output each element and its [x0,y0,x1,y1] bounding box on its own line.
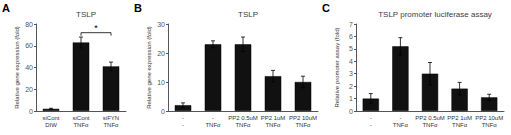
svg-text:TSLP: TSLP [238,10,258,19]
svg-text:PP2 1uM: PP2 1uM [261,115,286,121]
svg-text:TNFα: TNFα [205,122,221,128]
svg-text:7: 7 [349,21,353,28]
svg-text:-: - [399,115,401,121]
svg-text:-: - [212,115,214,121]
svg-text:10: 10 [157,79,165,86]
svg-text:TNFα: TNFα [73,122,89,128]
svg-text:20: 20 [25,86,33,93]
svg-text:5: 5 [349,45,353,52]
svg-text:20: 20 [157,50,165,57]
svg-text:30: 30 [157,21,165,28]
svg-text:-: - [370,122,372,128]
svg-text:*: * [94,23,98,33]
svg-text:4: 4 [349,58,353,65]
svg-text:-: - [370,115,372,121]
svg-text:0: 0 [161,108,165,115]
svg-text:PP2 0.5uM: PP2 0.5uM [415,115,445,121]
svg-text:40: 40 [25,64,33,71]
svg-text:80: 80 [25,21,33,28]
svg-text:1: 1 [349,95,353,102]
svg-text:6: 6 [349,33,353,40]
svg-text:PP2 10uM: PP2 10uM [475,115,503,121]
svg-text:TSLP: TSLP [76,10,96,19]
svg-text:PP2 1uM: PP2 1uM [447,115,472,121]
svg-text:TSLP promoter luciferase assay: TSLP promoter luciferase assay [378,10,492,19]
svg-text:PP2 0.5uM: PP2 0.5uM [228,115,258,121]
svg-text:DIW: DIW [45,122,57,128]
svg-text:Relative promoter assay (fold): Relative promoter assay (fold) [334,27,340,107]
svg-text:siCont: siCont [42,115,59,121]
svg-text:Relative gene expression (fold: Relative gene expression (fold) [146,26,152,109]
svg-text:TNFα: TNFα [393,122,409,128]
svg-text:TNFα: TNFα [452,122,468,128]
svg-text:Relative gene expression (fold: Relative gene expression (fold) [14,26,20,109]
svg-text:3: 3 [349,70,353,77]
svg-text:TNFα: TNFα [482,122,498,128]
svg-text:A: A [2,2,10,14]
svg-text:TNFα: TNFα [103,122,119,128]
svg-text:0: 0 [29,108,33,115]
svg-text:siFYN: siFYN [103,115,119,121]
svg-text:2: 2 [349,83,353,90]
svg-text:-: - [182,115,184,121]
svg-text:C: C [322,2,330,14]
svg-text:-: - [182,122,184,128]
svg-text:B: B [134,2,142,14]
svg-text:TNFα: TNFα [295,122,311,128]
svg-text:TNFα: TNFα [265,122,281,128]
svg-text:0: 0 [349,108,353,115]
svg-text:TNFα: TNFα [422,122,438,128]
svg-text:TNFα: TNFα [235,122,251,128]
svg-text:PP2 10uM: PP2 10uM [289,115,317,121]
svg-text:siCont: siCont [72,115,89,121]
svg-text:60: 60 [25,42,33,49]
